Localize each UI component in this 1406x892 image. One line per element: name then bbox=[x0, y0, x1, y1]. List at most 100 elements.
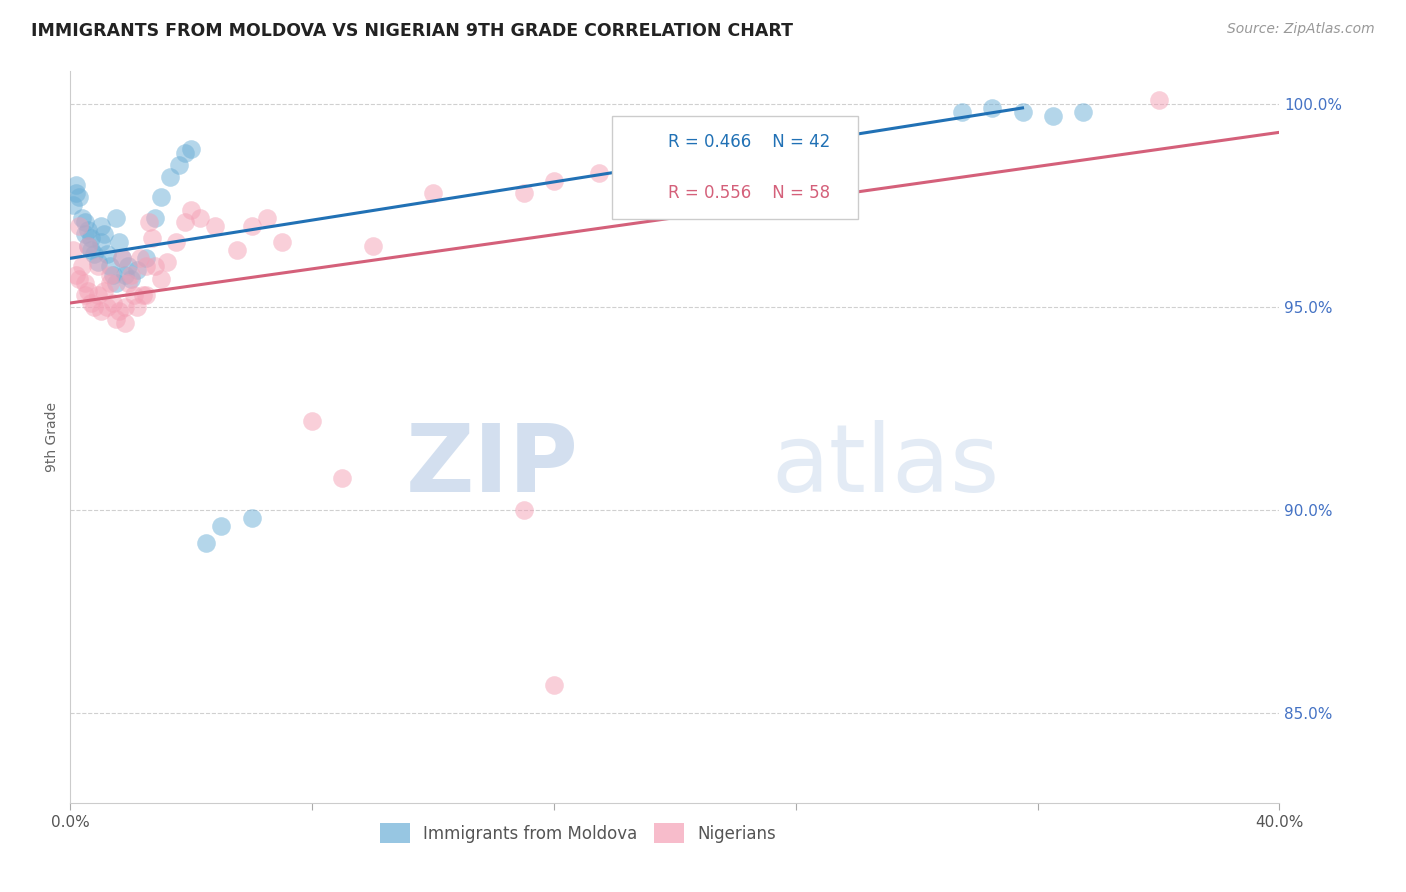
Point bbox=[93, 227, 115, 241]
Point bbox=[83, 247, 105, 261]
Point bbox=[159, 169, 181, 184]
Text: atlas: atlas bbox=[772, 420, 1000, 512]
Point bbox=[67, 271, 90, 285]
Point bbox=[114, 300, 136, 314]
Point bbox=[107, 304, 129, 318]
Point bbox=[138, 215, 160, 229]
Point bbox=[174, 145, 197, 160]
Point bbox=[664, 145, 686, 160]
Point bbox=[67, 219, 90, 233]
Point bbox=[301, 414, 323, 428]
Point bbox=[111, 252, 134, 266]
Point bbox=[211, 519, 233, 533]
Point bbox=[195, 535, 218, 549]
Point bbox=[128, 252, 150, 266]
Point bbox=[98, 260, 121, 274]
Point bbox=[90, 219, 111, 233]
Point bbox=[114, 316, 136, 330]
Point bbox=[96, 247, 118, 261]
Point bbox=[132, 288, 155, 302]
Point bbox=[588, 166, 610, 180]
Point bbox=[93, 284, 115, 298]
Point bbox=[135, 252, 157, 266]
Point bbox=[90, 304, 111, 318]
Point bbox=[75, 215, 97, 229]
Point bbox=[174, 215, 197, 229]
Point bbox=[83, 300, 105, 314]
Point bbox=[65, 178, 87, 193]
Point bbox=[101, 296, 124, 310]
Point bbox=[188, 211, 211, 225]
Point bbox=[361, 239, 384, 253]
Point bbox=[270, 235, 294, 249]
Point bbox=[1042, 109, 1064, 123]
Point bbox=[125, 263, 148, 277]
Point bbox=[80, 243, 103, 257]
Point bbox=[75, 288, 97, 302]
Point bbox=[80, 296, 103, 310]
Point bbox=[120, 268, 142, 282]
Point bbox=[240, 511, 263, 525]
Point bbox=[513, 186, 536, 201]
Point bbox=[141, 231, 163, 245]
Point bbox=[98, 268, 121, 282]
Point bbox=[101, 268, 124, 282]
Point bbox=[104, 211, 127, 225]
Point bbox=[96, 300, 118, 314]
Point bbox=[165, 235, 187, 249]
Point bbox=[120, 271, 142, 285]
Point bbox=[122, 288, 145, 302]
Point bbox=[332, 471, 354, 485]
Point bbox=[98, 276, 121, 290]
Point bbox=[111, 252, 134, 266]
Point bbox=[65, 186, 87, 201]
Point bbox=[125, 300, 148, 314]
Point bbox=[104, 276, 127, 290]
Point bbox=[1011, 105, 1033, 120]
Point bbox=[117, 260, 139, 274]
Point bbox=[62, 243, 84, 257]
Point bbox=[225, 243, 247, 257]
Point bbox=[77, 223, 100, 237]
Point bbox=[150, 190, 172, 204]
Point bbox=[143, 211, 166, 225]
Point bbox=[240, 219, 263, 233]
Point bbox=[72, 260, 94, 274]
Text: ZIP: ZIP bbox=[405, 420, 578, 512]
Point bbox=[86, 255, 108, 269]
Point bbox=[422, 186, 444, 201]
Point bbox=[543, 678, 565, 692]
Point bbox=[513, 503, 536, 517]
Point bbox=[150, 271, 172, 285]
Y-axis label: 9th Grade: 9th Grade bbox=[45, 402, 59, 472]
Point bbox=[86, 260, 108, 274]
Point bbox=[981, 101, 1004, 115]
Point bbox=[543, 174, 565, 188]
Point bbox=[77, 239, 100, 253]
Point bbox=[77, 284, 100, 298]
Point bbox=[80, 231, 103, 245]
Point bbox=[75, 276, 97, 290]
Text: R = 0.556    N = 58: R = 0.556 N = 58 bbox=[668, 184, 830, 202]
Point bbox=[143, 260, 166, 274]
Point bbox=[114, 268, 136, 282]
Point bbox=[62, 198, 84, 212]
Point bbox=[135, 260, 157, 274]
Point bbox=[950, 105, 973, 120]
Point bbox=[180, 142, 202, 156]
Point bbox=[180, 202, 202, 217]
Text: Source: ZipAtlas.com: Source: ZipAtlas.com bbox=[1227, 22, 1375, 37]
Point bbox=[77, 239, 100, 253]
Point bbox=[724, 186, 747, 201]
Point bbox=[104, 312, 127, 326]
Point bbox=[72, 211, 94, 225]
Text: R = 0.466    N = 42: R = 0.466 N = 42 bbox=[668, 133, 830, 151]
Point bbox=[90, 235, 111, 249]
Point bbox=[86, 288, 108, 302]
Point bbox=[135, 288, 157, 302]
Point bbox=[65, 268, 87, 282]
Legend: Immigrants from Moldova, Nigerians: Immigrants from Moldova, Nigerians bbox=[374, 817, 783, 849]
Point bbox=[1071, 105, 1094, 120]
Point bbox=[75, 227, 97, 241]
Point bbox=[1147, 93, 1170, 107]
